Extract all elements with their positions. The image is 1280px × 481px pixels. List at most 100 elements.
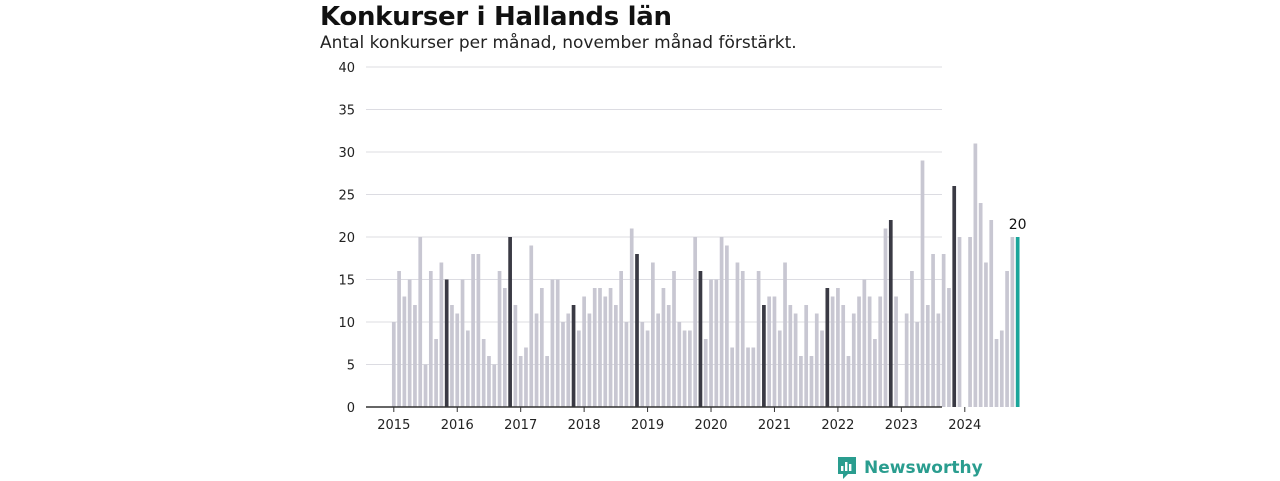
data-labels: 20 bbox=[1009, 217, 1027, 233]
bar bbox=[920, 160, 925, 407]
x-tick-label: 2020 bbox=[694, 418, 727, 433]
bar bbox=[624, 322, 629, 407]
bar bbox=[809, 356, 814, 407]
bar bbox=[804, 305, 809, 407]
bar bbox=[402, 296, 407, 407]
bar bbox=[576, 330, 581, 407]
bars bbox=[391, 143, 1020, 407]
bar bbox=[666, 305, 671, 407]
bar bbox=[777, 330, 782, 407]
bar bbox=[910, 271, 914, 407]
bar bbox=[904, 313, 909, 407]
y-tick-label: 30 bbox=[338, 146, 355, 161]
bar bbox=[851, 313, 856, 407]
y-tick-label: 5 bbox=[347, 359, 355, 374]
bar bbox=[619, 271, 623, 407]
bar bbox=[508, 237, 512, 407]
bar bbox=[719, 237, 724, 407]
x-tick-label: 2022 bbox=[821, 418, 854, 433]
bar bbox=[751, 347, 756, 407]
bar bbox=[450, 305, 454, 407]
bar bbox=[545, 356, 549, 407]
bar bbox=[767, 296, 772, 407]
bar bbox=[735, 262, 740, 407]
bar bbox=[534, 313, 539, 407]
bar bbox=[455, 313, 460, 407]
bar bbox=[672, 271, 676, 407]
bar bbox=[598, 288, 602, 407]
x-tick-label: 2023 bbox=[885, 418, 918, 433]
bar bbox=[444, 279, 449, 407]
bar bbox=[793, 313, 798, 407]
bar bbox=[730, 347, 735, 407]
bar bbox=[867, 296, 872, 407]
bar bbox=[571, 305, 576, 407]
bar bbox=[566, 313, 571, 407]
bar bbox=[878, 296, 883, 407]
bar bbox=[725, 245, 729, 407]
bar bbox=[550, 279, 555, 407]
bar bbox=[428, 271, 433, 407]
bar bbox=[614, 305, 618, 407]
bar bbox=[418, 237, 423, 407]
y-tick-label: 40 bbox=[338, 61, 355, 76]
bar bbox=[688, 330, 692, 407]
bar bbox=[608, 288, 613, 407]
bar bbox=[497, 271, 502, 407]
bar bbox=[978, 203, 983, 407]
y-tick-label: 10 bbox=[338, 316, 355, 331]
bar bbox=[783, 262, 787, 407]
bar bbox=[873, 339, 877, 407]
bar bbox=[703, 339, 708, 407]
bar bbox=[407, 279, 412, 407]
bar bbox=[894, 296, 898, 407]
bar bbox=[941, 254, 946, 407]
bar bbox=[846, 356, 851, 407]
bar bbox=[487, 356, 491, 407]
bar bbox=[656, 313, 660, 407]
bar bbox=[830, 296, 835, 407]
bar bbox=[862, 279, 867, 407]
latest-value-label: 20 bbox=[1009, 217, 1027, 233]
bar bbox=[762, 305, 766, 407]
bar bbox=[592, 288, 597, 407]
bar bbox=[635, 254, 639, 407]
x-tick-label: 2021 bbox=[758, 418, 791, 433]
bar bbox=[481, 339, 486, 407]
bar bbox=[772, 296, 777, 407]
y-tick-label: 25 bbox=[338, 189, 355, 204]
bar bbox=[587, 313, 592, 407]
bar bbox=[677, 322, 682, 407]
bar bbox=[476, 254, 481, 407]
bar bbox=[841, 305, 846, 407]
bar bbox=[984, 262, 988, 407]
x-tick-label: 2016 bbox=[441, 418, 474, 433]
bar bbox=[471, 254, 475, 407]
bar bbox=[1015, 237, 1020, 407]
bar bbox=[989, 220, 994, 407]
bar bbox=[936, 313, 941, 407]
bar bbox=[994, 339, 999, 407]
bar bbox=[814, 313, 819, 407]
bar bbox=[603, 296, 608, 407]
newsworthy-logo-icon bbox=[838, 457, 856, 479]
bar bbox=[1005, 271, 1009, 407]
bar bbox=[883, 228, 888, 407]
bar bbox=[561, 322, 565, 407]
bar bbox=[502, 288, 507, 407]
brand[interactable]: Newsworthy bbox=[836, 455, 983, 481]
y-tick-label: 35 bbox=[338, 104, 355, 119]
bar bbox=[629, 228, 634, 407]
brand-name: Newsworthy bbox=[864, 458, 983, 478]
x-tick-label: 2024 bbox=[948, 418, 981, 433]
bar bbox=[709, 279, 713, 407]
bar bbox=[513, 305, 518, 407]
bar bbox=[682, 330, 687, 407]
bar bbox=[999, 330, 1004, 407]
x-tick-label: 2015 bbox=[377, 418, 410, 433]
bar bbox=[439, 262, 444, 407]
x-tick-label: 2018 bbox=[568, 418, 601, 433]
bar bbox=[465, 330, 470, 407]
bar bbox=[746, 347, 750, 407]
